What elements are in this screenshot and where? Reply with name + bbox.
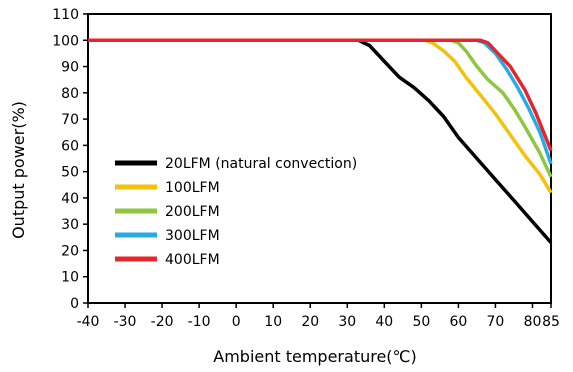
y-tick-label: 0 <box>70 296 79 312</box>
y-tick-label: 10 <box>61 270 79 286</box>
y-tick-label: 80 <box>61 86 79 102</box>
legend-label: 100LFM <box>165 180 220 196</box>
x-tick-label: 20 <box>301 314 319 330</box>
series-layer <box>88 38 553 244</box>
y-tick-label: 50 <box>61 165 79 181</box>
y-tick-label: 20 <box>61 243 79 259</box>
legend-label: 200LFM <box>165 204 220 220</box>
x-tick-label: -30 <box>114 314 137 330</box>
series-line <box>88 38 553 152</box>
y-tick-label: 60 <box>61 138 79 154</box>
y-tick-label: 30 <box>61 217 79 233</box>
plot-frame <box>87 13 552 304</box>
x-axis-title: Ambient temperature(℃) <box>213 347 417 366</box>
x-tick-label: -10 <box>188 314 211 330</box>
y-axis-title: Output power(%) <box>9 101 28 239</box>
y-tick-label: 90 <box>61 60 79 76</box>
y-tick-label: 110 <box>52 7 79 23</box>
x-tick-label: 50 <box>412 314 430 330</box>
series-line <box>88 38 553 194</box>
legend-label: 300LFM <box>165 228 220 244</box>
legend-label: 20LFM (natural convection) <box>165 156 357 172</box>
axes-layer: -40 -30 -20 -10 0 10 20 30 40 50 60 70 80 85010203040… <box>52 7 560 330</box>
x-tick-label: -40 <box>77 314 100 330</box>
x-tick-label: 0 <box>232 314 241 330</box>
x-tick-label: 70 <box>487 314 505 330</box>
legend: 20LFM (natural convection) 100LFM 200LFM 30… <box>115 156 357 268</box>
x-tick-label: 30 <box>338 314 356 330</box>
y-tick-label: 100 <box>52 33 79 49</box>
x-tick-label: 40 <box>375 314 393 330</box>
y-tick-label: 70 <box>61 112 79 128</box>
x-tick-label: 60 <box>449 314 467 330</box>
y-tick-label: 40 <box>61 191 79 207</box>
x-tick-label: 10 <box>264 314 282 330</box>
legend-label: 400LFM <box>165 252 220 268</box>
x-tick-label: 80 <box>524 314 542 330</box>
series-line <box>88 38 553 244</box>
x-tick-label: -20 <box>151 314 174 330</box>
x-tick-label: 85 <box>542 314 560 330</box>
